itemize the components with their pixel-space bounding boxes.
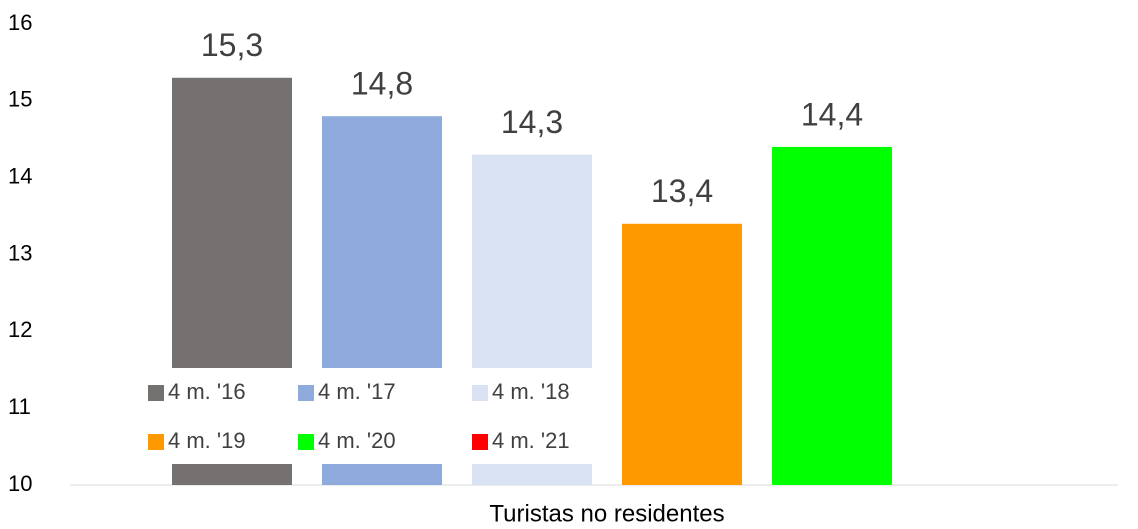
legend-swatch — [148, 434, 164, 450]
legend-swatch — [298, 385, 314, 401]
legend-label: 4 m. '16 — [168, 379, 246, 404]
data-label: 13,4 — [651, 173, 713, 209]
y-tick-label: 14 — [8, 163, 32, 188]
data-label: 14,8 — [351, 66, 413, 102]
data-label: 14,3 — [501, 104, 563, 140]
y-tick-label: 16 — [8, 10, 32, 35]
y-tick-label: 12 — [8, 317, 32, 342]
y-tick-label: 10 — [8, 471, 32, 496]
x-axis-label: Turistas no residentes — [489, 500, 724, 527]
legend-swatch — [148, 385, 164, 401]
bar — [622, 223, 742, 485]
y-tick-label: 11 — [8, 394, 31, 419]
legend-swatch — [472, 434, 488, 450]
legend-swatch — [298, 434, 314, 450]
bar — [772, 146, 892, 485]
legend-label: 4 m. '17 — [318, 379, 396, 404]
y-tick-label: 13 — [8, 240, 32, 265]
data-label: 15,3 — [201, 27, 263, 63]
y-tick-label: 15 — [8, 87, 32, 112]
legend-box — [140, 368, 610, 464]
legend-label: 4 m. '19 — [168, 428, 246, 453]
legend-label: 4 m. '21 — [492, 428, 570, 453]
legend-label: 4 m. '20 — [318, 428, 396, 453]
legend-swatch — [472, 385, 488, 401]
legend-label: 4 m. '18 — [492, 379, 570, 404]
data-label: 14,4 — [801, 96, 863, 132]
